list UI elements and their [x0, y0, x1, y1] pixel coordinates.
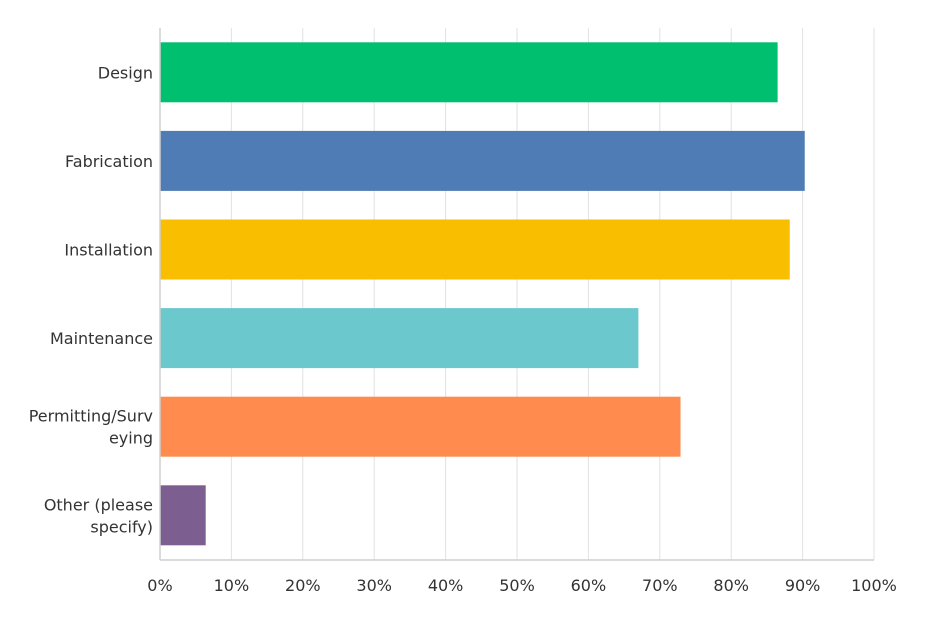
bar[interactable] [160, 219, 790, 280]
bar[interactable] [160, 485, 206, 546]
x-tick-label: 40% [428, 576, 464, 595]
x-tick-label: 70% [642, 576, 678, 595]
category-label: Other (please specify) [44, 495, 153, 536]
x-tick-label: 100% [851, 576, 897, 595]
bar[interactable] [160, 308, 639, 369]
axes [159, 28, 874, 561]
x-tick-labels: 0% 10% 20% 30% 40% 50% 60% 70% 80% 90% 100% [147, 576, 897, 595]
x-tick-label: 10% [214, 576, 250, 595]
category-label: Fabrication [65, 152, 153, 171]
bars [160, 42, 805, 546]
category-label: Maintenance [50, 329, 153, 348]
x-tick-label: 80% [713, 576, 749, 595]
x-tick-label: 30% [356, 576, 392, 595]
x-tick-label: 50% [499, 576, 535, 595]
x-tick-label: 60% [571, 576, 607, 595]
gridlines [230, 28, 875, 560]
bar[interactable] [160, 130, 805, 191]
x-tick-label: 90% [785, 576, 821, 595]
category-label: Permitting/Surv eying [29, 407, 153, 448]
bar[interactable] [160, 42, 778, 103]
x-tick-label: 0% [147, 576, 172, 595]
x-tick-label: 20% [285, 576, 321, 595]
category-labels: Design Fabrication Installation Maintenance… [29, 63, 153, 536]
bar[interactable] [160, 396, 681, 457]
category-label: Design [98, 63, 153, 82]
category-label: Installation [64, 241, 153, 260]
